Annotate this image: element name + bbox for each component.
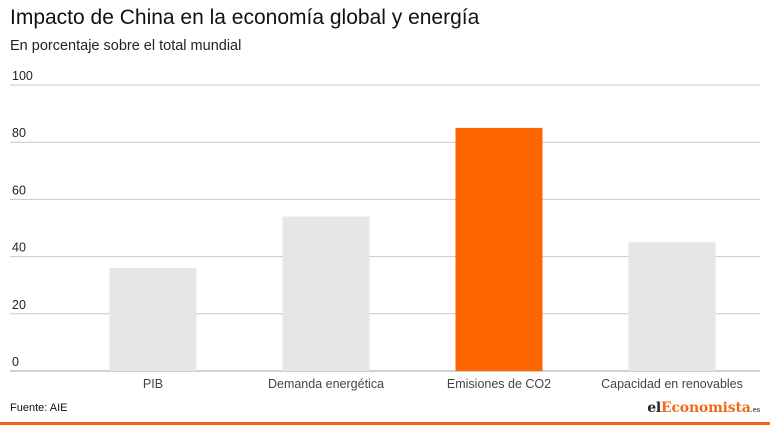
x-category-label: Capacidad en renovables	[601, 377, 743, 391]
y-tick-label: 40	[12, 241, 26, 255]
category-labels: PIB Demanda energética Emisiones de CO2 Cap…	[143, 377, 743, 391]
y-tick-label: 20	[12, 298, 26, 312]
bar-capacidad-en-renovables	[628, 242, 716, 371]
y-tick-label: 0	[12, 355, 19, 369]
x-category-label: PIB	[143, 377, 163, 391]
bar-chart: 0 20 40 60 80 100 PIB Demanda energética Emisio…	[10, 69, 760, 391]
bottom-accent-bar	[0, 422, 770, 425]
source-note: Fuente: AIE	[10, 402, 68, 414]
x-category-label: Demanda energética	[268, 377, 384, 391]
y-tick-label: 100	[12, 69, 33, 83]
bars	[109, 127, 716, 372]
bar-emisiones-de-co2	[455, 127, 543, 372]
y-tick-label: 60	[12, 183, 26, 197]
y-tick-label: 80	[12, 126, 26, 140]
bar-pib	[109, 268, 197, 371]
chart-title: Impacto de China en la economía global y…	[10, 6, 480, 29]
x-category-label: Emisiones de CO2	[447, 377, 551, 391]
eleconomista-logo: elEconomista.es	[647, 400, 760, 416]
bar-demanda-energ-tica	[282, 216, 370, 371]
chart-subtitle: En porcentaje sobre el total mundial	[10, 38, 242, 54]
